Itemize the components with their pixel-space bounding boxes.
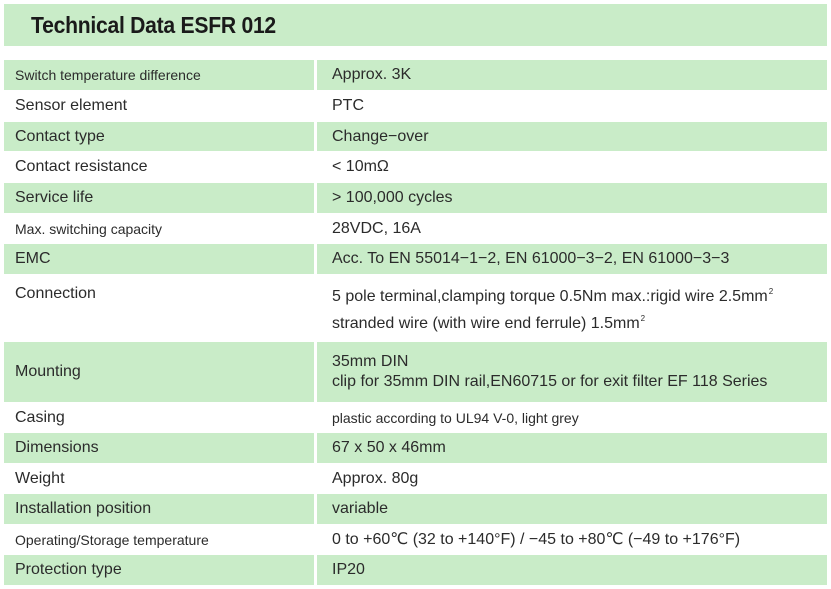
row-value: IP20 — [314, 555, 827, 585]
table-row: EMC Acc. To EN 55014−1−2, EN 61000−3−2, … — [4, 244, 827, 275]
row-label: Operating/Storage temperature — [15, 531, 209, 548]
value-line: Change−over — [332, 127, 429, 145]
technical-data-table: Switch temperature difference Approx. 3K… — [4, 60, 827, 586]
value-line: plastic according to UL94 V-0, light gre… — [332, 409, 579, 426]
value-line: 28VDC, 16A — [332, 219, 421, 237]
value-text: stranded wire (with wire end ferrule) 1.… — [332, 315, 640, 332]
page-title: Technical Data ESFR 012 — [31, 12, 276, 38]
table-row: Protection type IP20 — [4, 555, 827, 586]
superscript: 2 — [768, 287, 774, 296]
row-value: 67 x 50 x 46mm — [314, 433, 827, 463]
title-bar: Technical Data ESFR 012 — [4, 4, 827, 46]
row-value: PTC — [314, 91, 827, 121]
value-line: 5 pole terminal,clamping torque 0.5Nm ma… — [332, 281, 827, 308]
table-row: Mounting 35mm DIN clip for 35mm DIN rail… — [4, 342, 827, 403]
row-label: Sensor element — [15, 97, 128, 114]
value-text: 5 pole terminal,clamping torque 0.5Nm ma… — [332, 288, 768, 305]
row-label: Contact type — [15, 127, 105, 145]
row-label: Connection — [15, 285, 96, 302]
table-row: Service life > 100,000 cycles — [4, 183, 827, 214]
row-label: Casing — [15, 408, 65, 426]
table-row: Connection 5 pole terminal,clamping torq… — [4, 275, 827, 342]
row-label: Dimensions — [15, 439, 99, 456]
value-line: variable — [332, 500, 389, 517]
value-line: stranded wire (with wire end ferrule) 1.… — [332, 308, 827, 335]
row-value: plastic according to UL94 V-0, light gre… — [314, 403, 827, 432]
value-line: Acc. To EN 55014−1−2, EN 61000−3−2, EN 6… — [332, 250, 730, 267]
table-row: Installation position variable — [4, 494, 827, 525]
value-line: 67 x 50 x 46mm — [332, 439, 446, 456]
table-row: Dimensions 67 x 50 x 46mm — [4, 433, 827, 464]
row-label: Protection type — [15, 561, 122, 578]
value-line: Approx. 80g — [332, 469, 419, 487]
table-row: Contact type Change−over — [4, 122, 827, 152]
row-label: Installation position — [15, 500, 152, 517]
table-row: Switch temperature difference Approx. 3K — [4, 60, 827, 91]
row-label: EMC — [15, 250, 51, 267]
row-value: variable — [314, 494, 827, 524]
value-line: 35mm DIN — [332, 353, 409, 370]
row-label: Weight — [15, 469, 65, 487]
row-label: Mounting — [15, 363, 81, 380]
row-value: > 100,000 cycles — [314, 183, 827, 213]
row-value: Acc. To EN 55014−1−2, EN 61000−3−2, EN 6… — [314, 244, 827, 274]
row-value: 0 to +60℃ (32 to +140°F) / −45 to +80℃ (… — [314, 525, 827, 554]
row-value: 28VDC, 16A — [314, 214, 827, 243]
table-row: Sensor element PTC — [4, 91, 827, 122]
table-row: Max. switching capacity 28VDC, 16A — [4, 214, 827, 244]
table-row: Operating/Storage temperature 0 to +60℃ … — [4, 525, 827, 555]
row-value: Approx. 3K — [314, 60, 827, 90]
value-line: PTC — [332, 97, 364, 114]
row-value: 35mm DIN clip for 35mm DIN rail,EN60715 … — [314, 342, 827, 402]
row-label: Switch temperature difference — [15, 67, 201, 83]
superscript: 2 — [640, 314, 646, 323]
value-line: IP20 — [332, 561, 365, 578]
table-row: Casing plastic according to UL94 V-0, li… — [4, 403, 827, 433]
value-line: clip for 35mm DIN rail,EN60715 or for ex… — [332, 373, 768, 390]
row-label: Service life — [15, 189, 94, 206]
value-line: Approx. 3K — [332, 66, 412, 83]
row-value: < 10mΩ — [314, 152, 827, 182]
table-row: Weight Approx. 80g — [4, 464, 827, 494]
table-row: Contact resistance < 10mΩ — [4, 152, 827, 183]
value-line: 0 to +60℃ (32 to +140°F) / −45 to +80℃ (… — [332, 530, 741, 548]
row-value: Change−over — [314, 122, 827, 151]
row-value: Approx. 80g — [314, 464, 827, 493]
value-line: < 10mΩ — [332, 158, 389, 175]
row-label: Contact resistance — [15, 158, 148, 175]
row-value: 5 pole terminal,clamping torque 0.5Nm ma… — [314, 275, 827, 341]
value-line: > 100,000 cycles — [332, 189, 453, 206]
row-label: Max. switching capacity — [15, 220, 163, 237]
